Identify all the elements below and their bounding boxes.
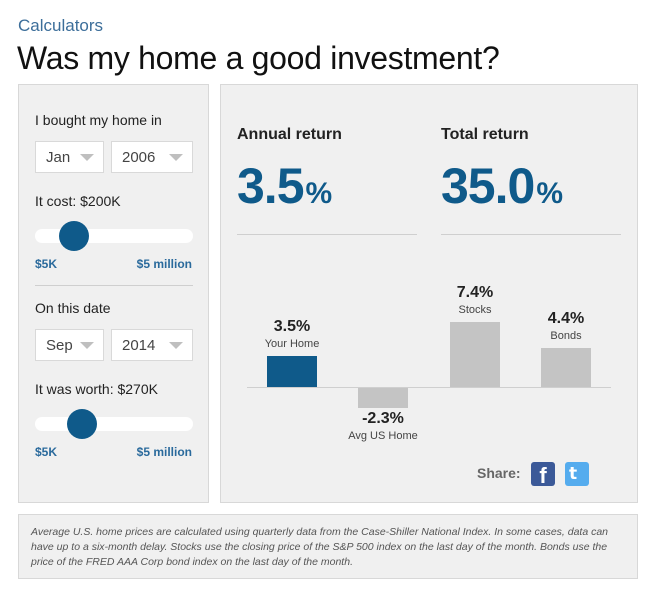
twitter-icon[interactable]: t [565, 462, 589, 486]
annual-return-value: 3.5% [237, 157, 333, 215]
total-return-value: 35.0% [441, 157, 563, 215]
chart-value-label: 3.5% [273, 318, 311, 336]
facebook-icon[interactable]: f [531, 462, 555, 488]
chevron-down-icon [80, 342, 94, 349]
page-title: Was my home a good investment? [17, 40, 500, 76]
cost-max-label: $5 million [136, 257, 192, 271]
chart-category-label: Bonds [550, 330, 582, 343]
chart-value-label: 7.4% [456, 283, 494, 301]
cost-label: It cost: $200K [35, 193, 121, 209]
worth-slider-handle[interactable] [67, 409, 97, 439]
chart-category-label: Stocks [458, 303, 492, 316]
divider [35, 285, 193, 286]
divider [237, 234, 417, 235]
worth-max-label: $5 million [136, 445, 192, 459]
bought-year-value: 2006 [122, 149, 156, 166]
chevron-down-icon [169, 154, 183, 161]
sold-year-select[interactable]: 2014 [111, 329, 193, 361]
chart-bar-bonds [541, 348, 591, 387]
chart-value-label: 4.4% [547, 310, 585, 328]
sold-month-value: Sep [46, 337, 73, 354]
annual-return-title: Annual return [237, 126, 342, 143]
input-panel: I bought my home in Jan 2006 It cost: $2… [18, 84, 209, 503]
cost-slider-handle[interactable] [59, 221, 89, 251]
bought-month-select[interactable]: Jan [35, 141, 104, 173]
section-kicker[interactable]: Calculators [18, 16, 104, 35]
footnote: Average U.S. home prices are calculated … [18, 514, 638, 579]
bought-month-value: Jan [46, 149, 71, 166]
chart-category-label: Your Home [264, 338, 320, 351]
cost-min-label: $5K [35, 257, 58, 271]
annual-return-number: 3.5 [237, 158, 305, 214]
chevron-down-icon [80, 154, 94, 161]
worth-label: It was worth: $270K [35, 381, 158, 397]
sold-month-select[interactable]: Sep [35, 329, 104, 361]
bought-label: I bought my home in [35, 112, 162, 128]
worth-min-label: $5K [35, 445, 58, 459]
percent-sign: % [536, 177, 563, 210]
date-label: On this date [35, 300, 111, 316]
chart-value-label: -2.3% [362, 410, 404, 428]
share-label: Share: [477, 465, 521, 481]
chart-bar-your-home [267, 356, 317, 387]
twitter-glyph: t [569, 464, 578, 484]
total-return-title: Total return [441, 126, 529, 143]
chart-bar-stocks [450, 321, 500, 387]
results-panel: Annual return 3.5% Total return 35.0% Sh… [220, 84, 638, 503]
worth-slider-track[interactable] [35, 417, 193, 431]
bought-year-select[interactable]: 2006 [111, 141, 193, 173]
chart-baseline [247, 387, 611, 388]
total-return-number: 35.0 [441, 158, 535, 214]
percent-sign: % [305, 177, 333, 210]
chart-bar-avg-us-home [358, 388, 408, 409]
chevron-down-icon [169, 342, 183, 349]
divider [441, 234, 621, 235]
sold-year-value: 2014 [122, 337, 156, 354]
chart-category-label: Avg US Home [348, 430, 418, 443]
